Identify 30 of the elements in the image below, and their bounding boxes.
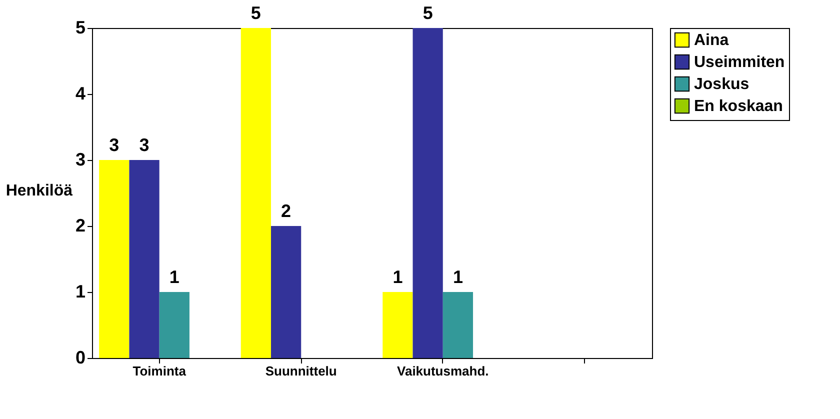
y-tick-label: 0 xyxy=(75,348,86,368)
y-tick-label: 2 xyxy=(75,216,86,236)
data-label: 3 xyxy=(109,135,120,155)
data-label: 1 xyxy=(169,267,180,287)
legend-label: Useimmiten xyxy=(694,54,785,71)
data-label: 1 xyxy=(392,267,403,287)
bar xyxy=(99,160,130,358)
bar xyxy=(412,28,443,358)
bar xyxy=(270,226,302,358)
y-tick-label: 5 xyxy=(75,18,86,38)
x-tick-label: Vaikutusmahd. xyxy=(397,364,489,378)
legend-label: En koskaan xyxy=(694,98,783,115)
data-label: 5 xyxy=(250,3,261,23)
data-label: 5 xyxy=(422,3,433,23)
legend-label: Joskus xyxy=(694,76,750,93)
y-axis-title: Henkilöä xyxy=(6,182,73,200)
data-label: 2 xyxy=(281,201,292,221)
legend-label: Aina xyxy=(694,32,729,49)
data-label: 1 xyxy=(452,267,463,287)
y-tick-label: 3 xyxy=(75,150,86,170)
bar xyxy=(159,292,190,358)
bar xyxy=(382,292,413,358)
bar xyxy=(240,28,271,358)
bar xyxy=(442,292,474,358)
data-label: 3 xyxy=(139,135,150,155)
x-tick-label: Toiminta xyxy=(132,364,187,378)
bar xyxy=(129,160,160,358)
y-tick-label: 4 xyxy=(75,84,86,104)
x-tick-label: Suunnittelu xyxy=(265,364,337,378)
y-tick-label: 1 xyxy=(75,282,86,302)
